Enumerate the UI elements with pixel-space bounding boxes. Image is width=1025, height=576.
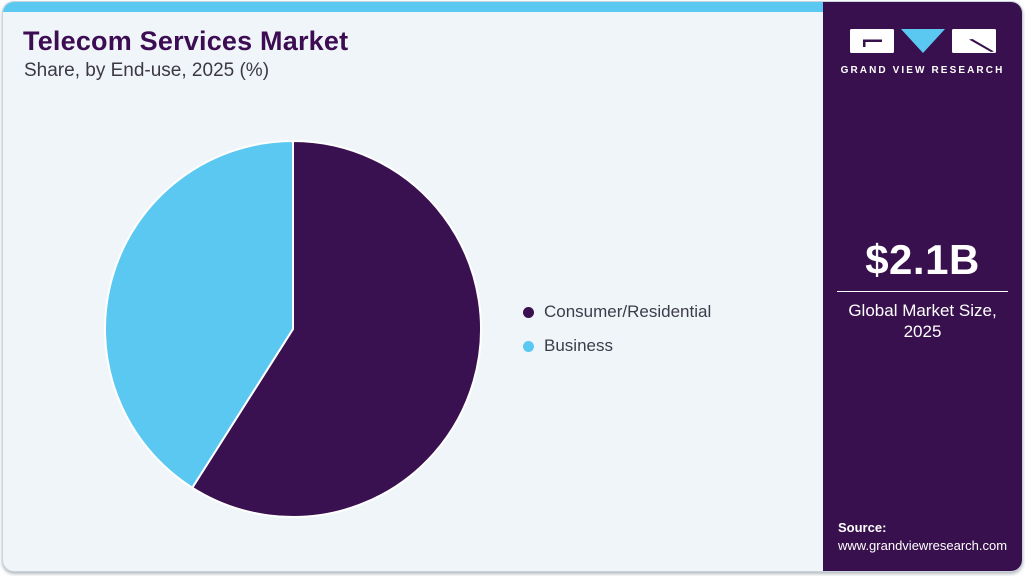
legend-item-consumer-residential: Consumer/Residential	[523, 302, 711, 322]
brand-name: GRAND VIEW RESEARCH	[840, 65, 1005, 76]
legend-item-business: Business	[523, 336, 711, 356]
sidebar: GRAND VIEW RESEARCH $2.1B Global Market …	[823, 2, 1022, 571]
pie-chart	[104, 140, 482, 518]
market-size-label: Global Market Size, 2025	[848, 301, 997, 342]
legend: Consumer/Residential Business	[523, 302, 711, 356]
legend-label: Consumer/Residential	[544, 302, 712, 321]
top-accent-bar	[3, 2, 823, 12]
legend-swatch-business	[523, 340, 534, 352]
pie-slice-business	[104, 140, 294, 489]
market-size-block: $2.1B Global Market Size, 2025	[823, 239, 1022, 343]
source-label: Source:	[838, 519, 887, 535]
legend-label: Business	[544, 336, 613, 355]
gvr-logo-icon	[849, 29, 996, 53]
source-url: www.grandviewresearch.com	[838, 537, 1008, 553]
source-block: Source: www.grandviewresearch.com	[838, 519, 1007, 555]
chart-area: Telecom Services Market Share, by End-us…	[3, 2, 823, 571]
market-size-divider	[837, 291, 1008, 292]
page-title: Telecom Services Market	[23, 26, 349, 56]
legend-swatch-consumer-residential	[523, 306, 534, 318]
page-subtitle: Share, by End-use, 2025 (%)	[24, 60, 270, 81]
pie-slice-consumer-residential	[191, 140, 482, 518]
gvr-logo: GRAND VIEW RESEARCH	[823, 29, 1022, 76]
market-size-value: $2.1B	[865, 236, 980, 283]
